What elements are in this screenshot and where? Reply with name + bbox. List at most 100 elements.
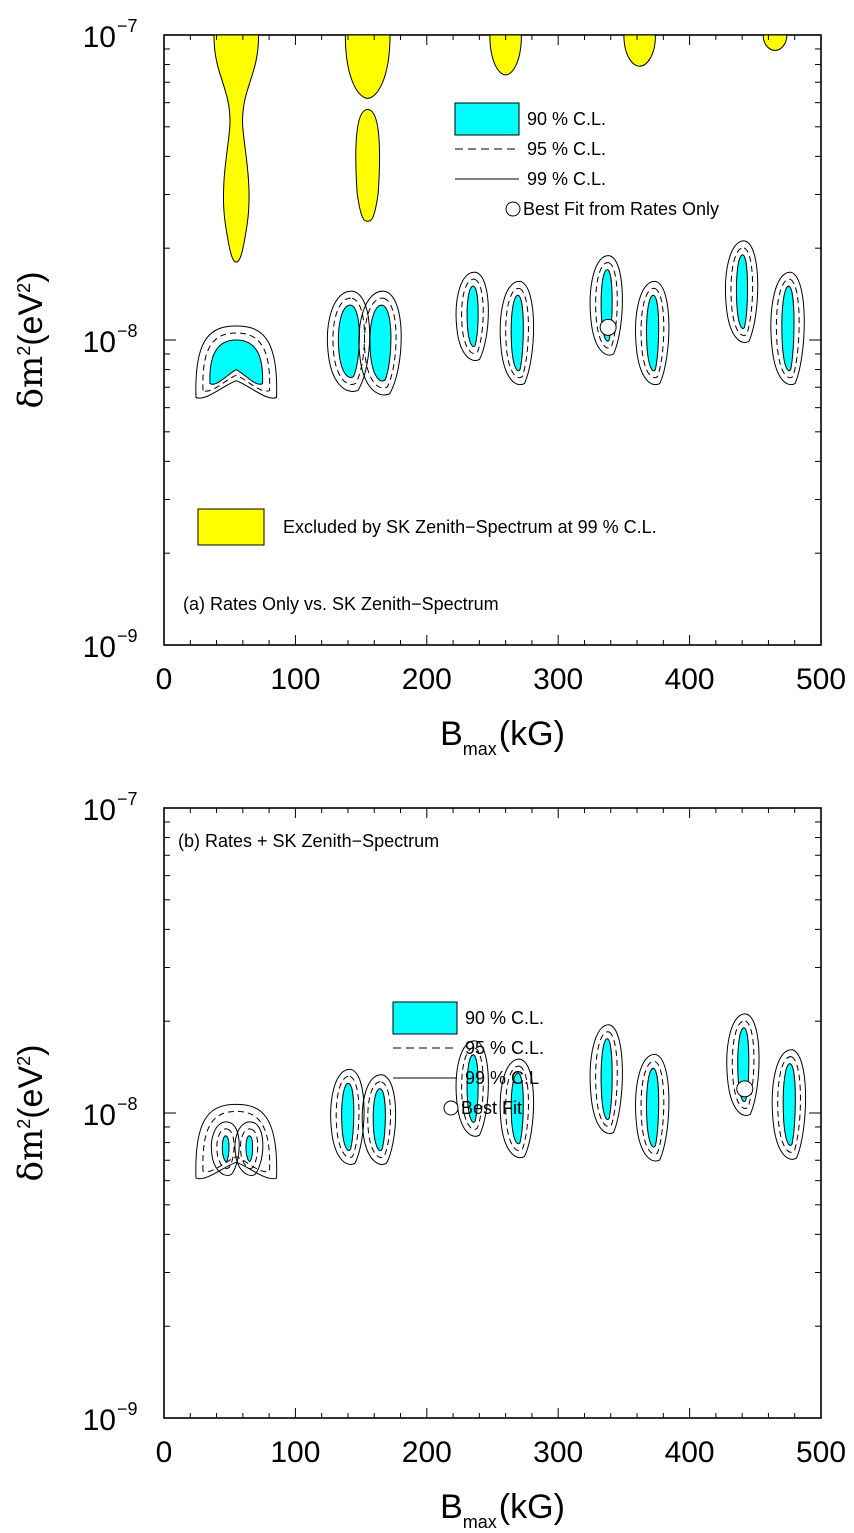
- y-tick-base: 10: [83, 631, 116, 664]
- best-fit-marker: [736, 1080, 754, 1098]
- cl99-contour: [726, 1013, 760, 1116]
- y-axis-label: δm2(eV2): [11, 1045, 51, 1182]
- cl90-region: [372, 1088, 386, 1151]
- x-tick-label: 400: [665, 663, 715, 696]
- excluded-region: [355, 108, 381, 222]
- y-tick-exponent: −8: [117, 321, 138, 341]
- cl90-region: [646, 1067, 660, 1148]
- y-tick-base: 10: [83, 21, 116, 54]
- cl95-contour: [461, 278, 484, 354]
- cl95-contour: [505, 1065, 529, 1152]
- cl95-contour: [595, 1031, 618, 1127]
- y-tick-base: 10: [83, 1099, 116, 1132]
- cl99-contour: [361, 1074, 397, 1165]
- y-axis-label-unit-sup: 2: [14, 1056, 34, 1066]
- x-tick-label: 500: [796, 1436, 846, 1469]
- legend: 90 % C.L. 95 % C.L. 99 % C.L. Best Fit from…: [454, 102, 719, 219]
- x-axis-label-main: B: [440, 1488, 463, 1526]
- cl99-contour: [234, 1121, 264, 1176]
- cl90-region: [781, 285, 795, 372]
- cl95-contour: [505, 287, 529, 379]
- excluded-region: [344, 34, 391, 99]
- y-tick-exponent: −9: [117, 626, 138, 646]
- y-axis-label-sup: 2: [14, 1119, 34, 1129]
- cl95-contour: [730, 247, 754, 336]
- y-tick-label: 10 −9: [83, 1399, 138, 1437]
- y-tick-label: 10 −7: [83, 789, 138, 827]
- cl90-region: [341, 1082, 355, 1151]
- x-tick-label: 500: [796, 663, 846, 696]
- y-axis-label-unit: (eV: [12, 293, 50, 346]
- cl95-contour: [202, 332, 271, 392]
- y-tick-exponent: −7: [117, 16, 138, 36]
- cl99-contour: [455, 271, 489, 361]
- legend-label-best-fit: Best Fit: [461, 1098, 522, 1118]
- cl90-region: [600, 1038, 613, 1120]
- x-tick-label: 100: [270, 663, 320, 696]
- y-tick-label: 10 −8: [83, 321, 138, 359]
- y-axis-label-sup: 2: [14, 346, 34, 356]
- panel-annotation: (b) Rates + SK Zenith−Spectrum: [178, 831, 439, 851]
- cl90-region: [369, 304, 392, 382]
- cl99-contour: [195, 1103, 278, 1180]
- y-tick-exponent: −9: [117, 1399, 138, 1419]
- y-axis-label-main: δm: [11, 1129, 51, 1182]
- cl95-contour: [461, 1047, 484, 1130]
- excluded-region: [213, 34, 260, 263]
- y-tick-label: 10 −7: [83, 16, 138, 54]
- y-axis-label-main: δm: [11, 356, 51, 409]
- excluded-region: [762, 34, 788, 51]
- cl95-contour: [777, 1056, 801, 1153]
- cl90-region: [221, 1135, 230, 1163]
- y-tick-label: 10 −8: [83, 1094, 138, 1132]
- legend-swatch-cl90: [454, 102, 520, 136]
- y-tick-base: 10: [83, 794, 116, 827]
- x-axis-label: Bmax(kG): [440, 715, 565, 759]
- cl99-contour: [210, 1121, 240, 1176]
- cl95-contour: [216, 1128, 235, 1169]
- legend-label-cl90: 90 % C.L.: [465, 1008, 544, 1028]
- cl90-region: [338, 304, 360, 378]
- panel-annotation: (a) Rates Only vs. SK Zenith−Spectrum: [183, 594, 499, 614]
- cl95-contour: [202, 1110, 271, 1173]
- cl95-contour: [731, 1020, 755, 1109]
- legend-label-cl95: 95 % C.L.: [465, 1038, 544, 1058]
- cl99-contour: [499, 280, 535, 386]
- y-tick-base: 10: [83, 1404, 116, 1437]
- y-axis-label-close: ): [12, 1045, 50, 1056]
- x-tick-label: 200: [402, 1436, 452, 1469]
- cl95-contour: [335, 1075, 360, 1158]
- cl99-contour: [330, 1068, 365, 1165]
- cl90-region: [510, 294, 524, 372]
- cl95-contour: [332, 297, 366, 385]
- x-axis-label-subscript: max: [463, 1512, 497, 1532]
- excluded-label: Excluded by SK Zenith−Spectrum at 99 % C…: [283, 517, 657, 537]
- y-tick-label: 10 −9: [83, 626, 138, 664]
- cl90-region: [735, 254, 748, 329]
- cl95-contour: [364, 297, 397, 389]
- best-fit-marker: [599, 318, 617, 336]
- cl95-contour: [240, 1128, 259, 1169]
- cl99-contour: [770, 271, 805, 386]
- y-axis-label-unit: (eV: [12, 1066, 50, 1119]
- legend: 90 % C.L. 95 % C.L. 99 % C.L Best Fit: [392, 1001, 544, 1118]
- legend-label-best-fit: Best Fit from Rates Only: [523, 199, 719, 219]
- excluded-region: [623, 34, 656, 67]
- cl99-contour: [455, 1040, 489, 1137]
- x-tick-label: 300: [533, 663, 583, 696]
- cl99-contour: [326, 290, 371, 392]
- y-axis-label: δm2(eV2): [11, 272, 51, 409]
- x-axis-label: Bmax(kG): [440, 1488, 565, 1532]
- x-tick-label: 0: [156, 663, 173, 696]
- cl99-contour: [195, 325, 278, 399]
- legend-swatch-best-fit: [505, 201, 521, 217]
- y-tick-exponent: −7: [117, 789, 138, 809]
- legend-label-cl90: 90 % C.L.: [527, 109, 606, 129]
- y-axis-label-close: ): [12, 272, 50, 283]
- legend-label-cl99: 99 % C.L.: [527, 169, 606, 189]
- cl90-region: [466, 1054, 479, 1123]
- cl90-region: [466, 285, 479, 348]
